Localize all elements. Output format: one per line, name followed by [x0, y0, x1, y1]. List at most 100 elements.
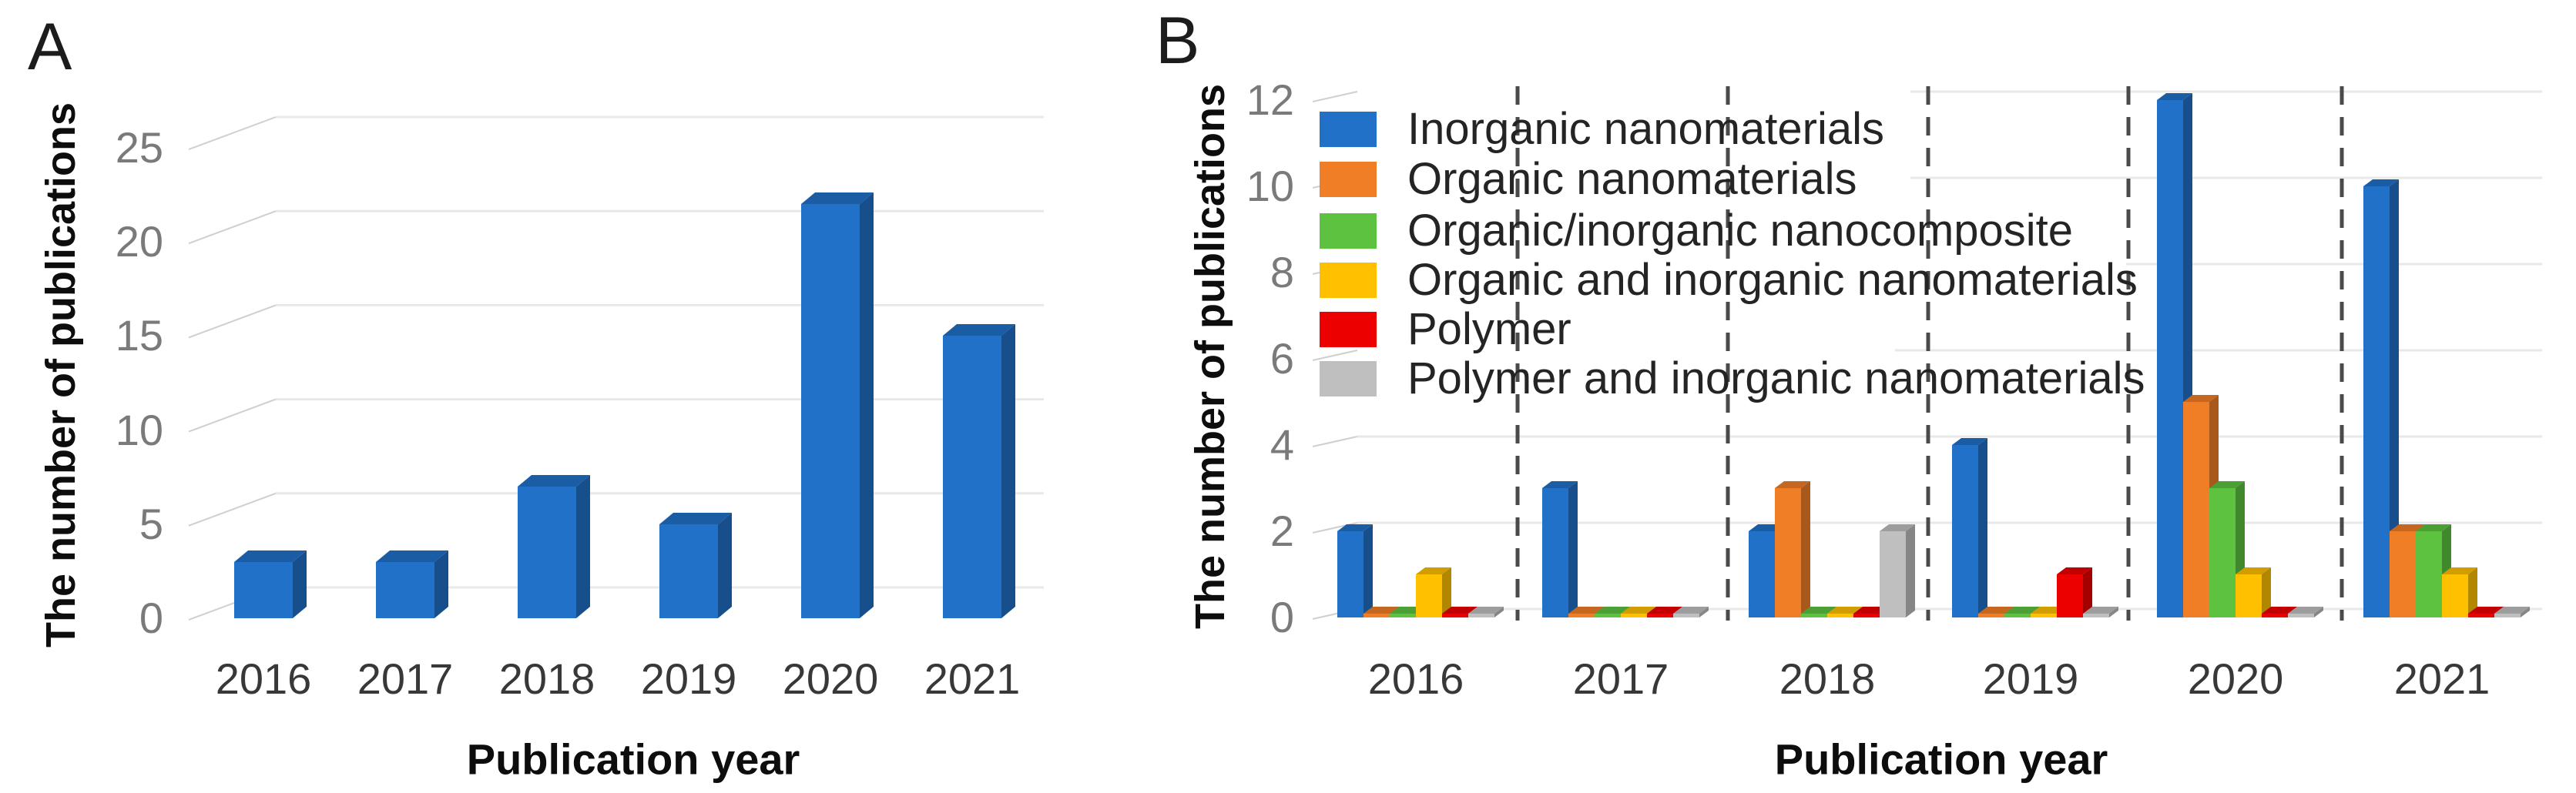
panel-a-y-axis-title: The number of publications — [38, 102, 84, 648]
bar-front-face — [1416, 574, 1442, 617]
panel-b-y-tick-12: 12 — [1246, 75, 1294, 124]
bar-front-face — [1595, 614, 1621, 617]
panel-a-bar-2019 — [659, 512, 732, 618]
panel-b-bar-2021-series-4 — [2468, 607, 2504, 617]
panel-b-bar-2020-series-5 — [2288, 607, 2323, 617]
bar-front-face — [2288, 614, 2314, 617]
panel-a-label: A — [28, 10, 72, 84]
panel-a-y-tick-15: 15 — [115, 311, 163, 360]
bar-front-face — [1673, 614, 1699, 617]
panel-b-bar-2021-series-0 — [2363, 179, 2399, 617]
panel-b-bar-2021-series-1 — [2390, 524, 2425, 617]
panel-a-bar-2018 — [518, 474, 590, 618]
panel-b-bar-2018-series-3 — [1827, 607, 1863, 617]
legend-label-0: Inorganic nanomaterials — [1407, 104, 1885, 154]
bar-front-face — [376, 561, 434, 618]
panel-b-x-axis-title: Publication year — [1774, 734, 2108, 784]
bar-front-face — [1827, 614, 1853, 617]
panel-b-bar-2020-series-0 — [2157, 93, 2192, 617]
bar-front-face — [234, 561, 293, 618]
bar-front-face — [518, 486, 576, 618]
bar-front-face — [2004, 614, 2031, 617]
panel-b-bar-2018-series-1 — [1775, 481, 1810, 617]
bar-front-face — [1468, 614, 1494, 617]
panel-b-bar-2017-series-4 — [1647, 607, 1682, 617]
bar-front-face — [2057, 574, 2083, 617]
panel-a-x-tick-2020: 2020 — [782, 654, 879, 703]
panel-a-bar-2021 — [943, 324, 1015, 618]
bar-front-face — [2083, 614, 2109, 617]
bar-front-face — [1390, 614, 1416, 617]
panel-a-y-tick-25: 25 — [115, 123, 163, 172]
bar-front-face — [1749, 531, 1775, 617]
bar-front-face — [2183, 402, 2209, 617]
panel-a-x-tick-2021: 2021 — [924, 654, 1021, 703]
panel-b-bar-2021-series-5 — [2494, 607, 2530, 617]
panel-b-x-tick-2017: 2017 — [1572, 654, 1669, 703]
panel-b-bar-2020-series-4 — [2262, 607, 2297, 617]
panel-b-bar-2016-series-2 — [1390, 607, 1425, 617]
bar-front-face — [1880, 531, 1906, 617]
bar-front-face — [1337, 531, 1363, 617]
bar-front-face — [1978, 614, 2004, 617]
panel-b-bar-2018-series-4 — [1853, 607, 1889, 617]
panel-a-bar-2016 — [234, 550, 307, 618]
legend-swatch-4 — [1320, 312, 1377, 347]
bar-front-face — [1801, 614, 1827, 617]
panel-b-bar-2017-series-1 — [1568, 607, 1604, 617]
bar-front-face — [2363, 186, 2390, 617]
panel-b-x-tick-2016: 2016 — [1367, 654, 1464, 703]
bar-front-face — [2157, 100, 2183, 617]
legend-label-2: Organic/inorganic nanocomposite — [1407, 206, 2074, 256]
panel-b-bar-2019-series-4 — [2057, 567, 2092, 617]
panel-b-x-tick-2018: 2018 — [1779, 654, 1876, 703]
panel-b-bar-2016-series-3 — [1416, 567, 1451, 617]
bar-front-face — [1542, 488, 1568, 617]
panel-b-y-tick-0: 0 — [1270, 593, 1294, 641]
legend-label-3: Organic and inorganic nanomaterials — [1407, 255, 2138, 305]
panel-a-y-tick-10: 10 — [115, 405, 163, 454]
bar-front-face — [2236, 574, 2262, 617]
panel-a-bar-2017 — [376, 550, 448, 618]
panel-b-y-tick-6: 6 — [1270, 334, 1294, 383]
panel-b-bar-2018-series-0 — [1749, 524, 1784, 617]
legend-label-4: Polymer — [1407, 304, 1571, 354]
panel-a-x-tick-2017: 2017 — [357, 654, 454, 703]
panel-b-bar-2020-series-2 — [2209, 481, 2245, 617]
bar-front-face — [1775, 488, 1801, 617]
panel-a-x-tick-2018: 2018 — [498, 654, 595, 703]
panel-b-bar-2021-series-2 — [2416, 524, 2451, 617]
panel-a-bar-2020 — [801, 192, 874, 618]
bar-front-face — [1442, 614, 1468, 617]
legend-swatch-0 — [1320, 112, 1377, 147]
panel-b-bar-2021-series-3 — [2442, 567, 2477, 617]
bar-front-face — [1952, 445, 1978, 617]
panel-b-bar-2019-series-0 — [1952, 438, 1987, 617]
legend-label-1: Organic nanomaterials — [1407, 154, 1857, 204]
panel-b-y-tick-4: 4 — [1270, 420, 1294, 469]
panel-a-x-axis-title: Publication year — [466, 734, 800, 784]
panel-b-bar-2018-series-2 — [1801, 607, 1836, 617]
panel-b-bar-2019-series-2 — [2004, 607, 2040, 617]
panel-a-x-tick-2019: 2019 — [640, 654, 737, 703]
panel-b-y-axis-title: The number of publications — [1187, 83, 1233, 630]
bar-front-face — [659, 524, 718, 618]
bar-front-face — [2442, 574, 2468, 617]
bar-front-face — [1621, 614, 1647, 617]
panel-b-bar-2020-series-3 — [2236, 567, 2271, 617]
panel-b-bar-2016-series-5 — [1468, 607, 1504, 617]
panel-b-label: B — [1156, 4, 1200, 78]
panel-a-y-tick-0: 0 — [139, 594, 163, 642]
panel-a-y-tick-20: 20 — [115, 217, 163, 266]
panel-b-bar-2017-series-3 — [1621, 607, 1656, 617]
bar-front-face — [1853, 614, 1880, 617]
legend-swatch-5 — [1320, 361, 1377, 396]
bar-front-face — [2262, 614, 2288, 617]
panel-b-bar-2020-series-1 — [2183, 395, 2219, 617]
panel-b-x-tick-2019: 2019 — [1982, 654, 2079, 703]
panel-b-bar-2019-series-3 — [2031, 607, 2066, 617]
